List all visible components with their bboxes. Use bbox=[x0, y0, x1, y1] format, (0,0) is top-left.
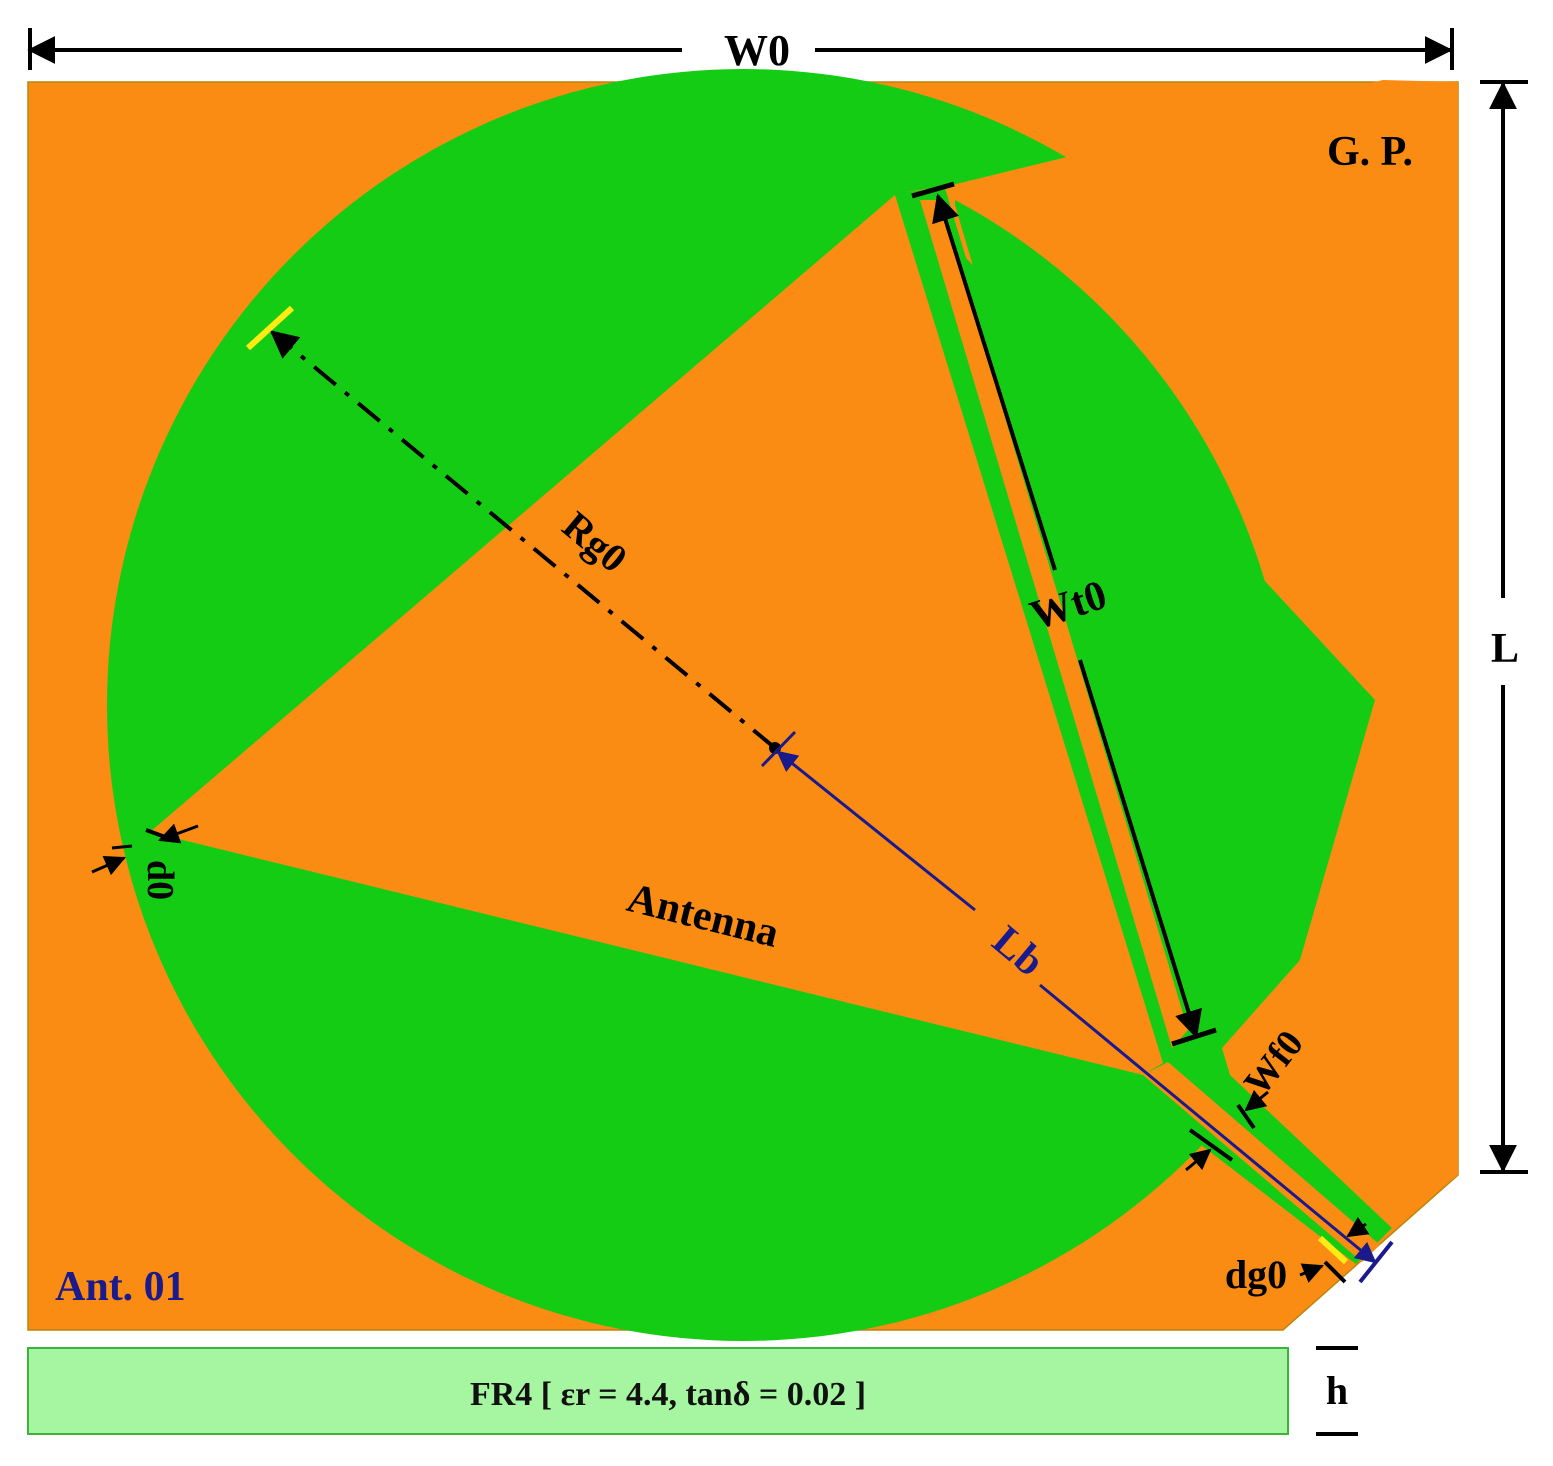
lb-dimension-start bbox=[776, 750, 976, 912]
lb-dimension-end bbox=[1039, 983, 1377, 1264]
d0-label: d0 bbox=[139, 860, 181, 900]
strip-gap-inner bbox=[920, 200, 1188, 1048]
dg0-yellow-marker bbox=[1317, 1235, 1349, 1265]
w0-label: W0 bbox=[724, 26, 790, 75]
dg0-arrow-upper bbox=[1346, 1216, 1370, 1238]
substrate-label: FR4 [ εr = 4.4, tanδ = 0.02 ] bbox=[470, 1376, 866, 1413]
dg0-arrow bbox=[1299, 1263, 1324, 1283]
feed-line bbox=[1143, 1062, 1380, 1262]
antenna-radiator bbox=[150, 195, 1163, 1075]
antenna-id-label: Ant. 01 bbox=[55, 1264, 186, 1310]
dg0-label: dg0 bbox=[1225, 1252, 1287, 1297]
right-slot-region bbox=[955, 200, 1291, 1048]
ground-plane-label: G. P. bbox=[1327, 129, 1413, 175]
h-label: h bbox=[1326, 1368, 1348, 1413]
wt0-dimension-top bbox=[932, 193, 1057, 571]
wf0-tick-bottom bbox=[1188, 1128, 1234, 1162]
wf0-arrow-bottom bbox=[1185, 1148, 1212, 1172]
wf0-arrow-top bbox=[1244, 1089, 1269, 1112]
l-label: L bbox=[1491, 626, 1519, 672]
substrate-layer bbox=[27, 1347, 1289, 1435]
lb-tick-start bbox=[760, 730, 797, 768]
wf0-tick-top bbox=[1236, 1103, 1256, 1130]
d0-arrow-left bbox=[91, 855, 126, 876]
dg0-tick bbox=[1323, 1260, 1347, 1284]
d0-tick-lower bbox=[111, 844, 133, 850]
rg0-radius-line bbox=[269, 330, 777, 750]
ground-arm bbox=[905, 80, 1458, 1228]
wt0-tick-top bbox=[911, 181, 955, 199]
rg0-yellow-marker bbox=[245, 305, 295, 351]
wt0-dimension-bottom bbox=[1078, 659, 1202, 1039]
d0-arrow-right bbox=[158, 823, 199, 844]
